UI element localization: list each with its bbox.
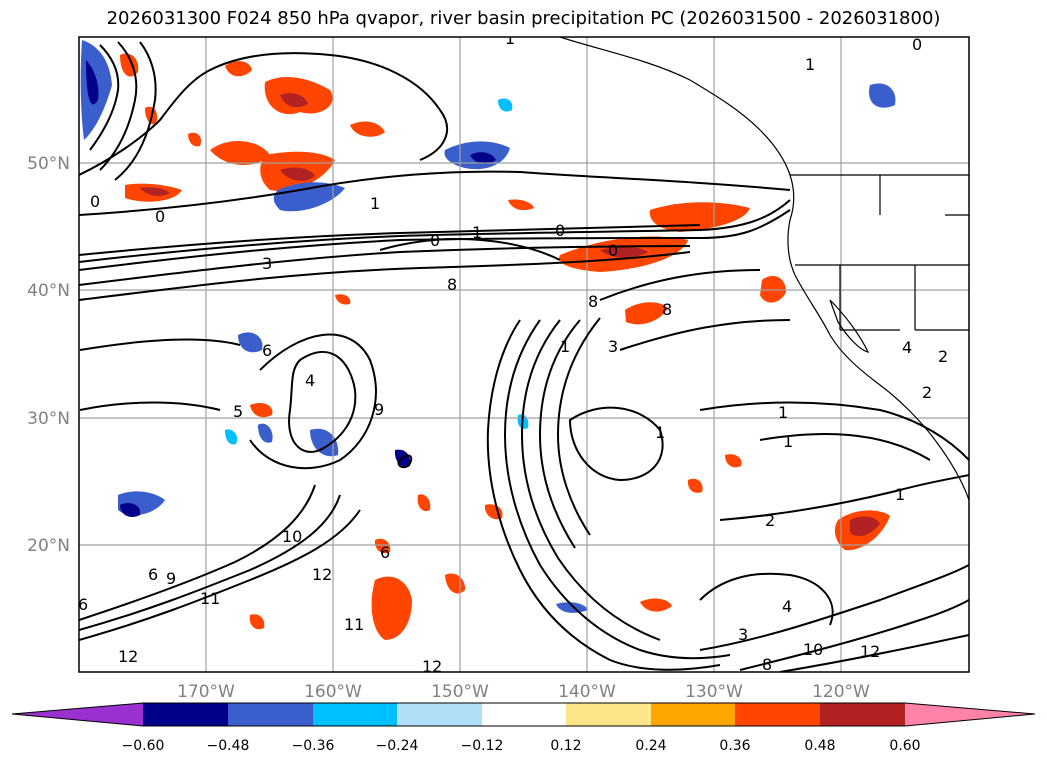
lon-label-160w: 160°W — [304, 682, 362, 702]
lon-label-150w: 150°W — [431, 682, 489, 702]
contour-label: 4 — [782, 597, 792, 616]
colorbar-extend-high — [905, 703, 1035, 726]
colorbar-tick-label: −0.48 — [207, 738, 250, 754]
coastline — [559, 37, 969, 501]
contour-lines — [79, 41, 969, 672]
colorbar-segment — [397, 703, 482, 726]
lat-label-50n: 50°N — [27, 154, 70, 174]
colorbar-tick-label: 0.48 — [804, 738, 835, 754]
contour-label: 4 — [305, 371, 315, 390]
contour-label: 9 — [166, 569, 176, 588]
colorbar-outline — [11, 702, 1036, 727]
colorbar-segment — [313, 703, 397, 726]
contour-label: 1 — [505, 29, 515, 48]
contour-label: 12 — [118, 647, 138, 666]
contour-label: 0 — [90, 192, 100, 211]
contour-label: 1 — [560, 337, 570, 356]
contour-label: 3 — [262, 254, 272, 273]
map-frame — [78, 36, 970, 673]
map-content: 1 0 1 0 0 1 0 1 3 0 0 8 8 1 3 8 6 4 5 9 … — [78, 29, 969, 676]
colorbar-tick-label: −0.60 — [122, 738, 165, 754]
colorbar-segment — [735, 703, 820, 726]
lat-label-40n: 40°N — [27, 281, 70, 301]
contour-label: 6 — [78, 595, 88, 614]
contour-label: 10 — [282, 527, 302, 546]
contour-label: 12 — [312, 565, 332, 584]
colorbar-segment — [143, 703, 228, 726]
longitude-labels: 170°W 160°W 150°W 140°W 130°W 120°W — [177, 682, 870, 702]
contour-label: 8 — [588, 292, 598, 311]
colorbar-extend-low — [12, 703, 143, 726]
contour-label: 0 — [430, 231, 440, 250]
lon-label-170w: 170°W — [177, 682, 235, 702]
graticule — [79, 37, 969, 672]
contour-label: 8 — [662, 300, 672, 319]
precip-shading — [80, 40, 896, 640]
colorbar-segment — [482, 703, 566, 726]
colorbar-tick-label: 0.36 — [719, 738, 750, 754]
contour-label: 1 — [783, 432, 793, 451]
contour-label: 8 — [447, 275, 457, 294]
contour-label: 3 — [738, 625, 748, 644]
colorbar-segment — [566, 703, 651, 726]
colorbar-tick-label: 0.24 — [635, 738, 666, 754]
contour-label: 0 — [608, 241, 618, 260]
contour-label: 3 — [608, 337, 618, 356]
colorbar-segment — [228, 703, 313, 726]
contour-label: 1 — [370, 194, 380, 213]
colorbar-tick-label: 0.12 — [550, 738, 581, 754]
contour-label: 2 — [765, 511, 775, 530]
map-title: 2026031300 F024 850 hPa qvapor, river ba… — [106, 8, 941, 29]
lon-label-140w: 140°W — [558, 682, 616, 702]
contour-label: 5 — [233, 402, 243, 421]
lon-label-130w: 130°W — [685, 682, 743, 702]
colorbar-segment — [820, 703, 905, 726]
contour-label: 1 — [805, 55, 815, 74]
contour-label: 12 — [422, 657, 442, 676]
contour-label: 1 — [655, 423, 665, 442]
colorbar-segment — [651, 703, 735, 726]
contour-label: 11 — [200, 589, 220, 608]
contour-label: 0 — [912, 35, 922, 54]
lat-label-30n: 30°N — [27, 409, 70, 429]
contour-label: 8 — [762, 655, 772, 674]
contour-label-group: 1 0 1 0 0 1 0 1 3 0 0 8 8 1 3 8 6 4 5 9 … — [78, 29, 948, 676]
contour-label: 6 — [380, 543, 390, 562]
contour-label: 6 — [148, 565, 158, 584]
contour-label: 2 — [922, 383, 932, 402]
contour-label: 10 — [803, 640, 823, 659]
contour-label: 1 — [778, 403, 788, 422]
contour-label: 1 — [472, 223, 482, 242]
colorbar: −0.60 −0.48 −0.36 −0.24 −0.12 0.12 0.24 … — [11, 702, 1036, 754]
colorbar-tick-label: −0.24 — [376, 738, 419, 754]
latitude-labels: 50°N 40°N 30°N 20°N — [27, 154, 70, 556]
contour-label: 2 — [938, 347, 948, 366]
contour-label: 12 — [860, 642, 880, 661]
lat-label-20n: 20°N — [27, 536, 70, 556]
contour-label: 9 — [374, 400, 384, 419]
contour-label: 6 — [262, 341, 272, 360]
contour-label: 0 — [155, 207, 165, 226]
colorbar-tick-label: 0.60 — [889, 738, 920, 754]
contour-label: 0 — [555, 221, 565, 240]
lon-label-120w: 120°W — [812, 682, 870, 702]
contour-label: 4 — [902, 338, 912, 357]
colorbar-tick-label: −0.12 — [461, 738, 504, 754]
contour-label: 1 — [895, 485, 905, 504]
colorbar-tick-label: −0.36 — [292, 738, 335, 754]
contour-label: 11 — [344, 615, 364, 634]
